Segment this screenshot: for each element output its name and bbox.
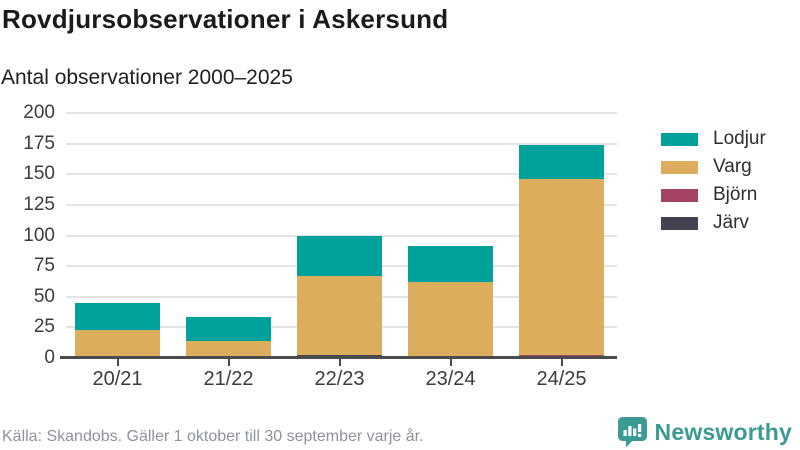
bar-24/25 xyxy=(519,145,604,357)
bar-segment-varg xyxy=(519,179,604,355)
y-tick-label: 25 xyxy=(33,316,55,338)
y-tick-label: 200 xyxy=(23,102,55,123)
bar-segment-björn xyxy=(519,354,604,357)
bar-segment-varg xyxy=(297,276,382,355)
gridline xyxy=(66,234,617,237)
legend-swatch xyxy=(661,216,698,230)
legend-label: Lodjur xyxy=(713,128,766,149)
y-tick-label: 125 xyxy=(23,193,55,215)
legend-label: Varg xyxy=(713,156,752,177)
legend-swatch xyxy=(661,160,698,174)
legend-swatch xyxy=(661,132,698,146)
bar-segment-varg xyxy=(186,341,271,356)
source-note: Källa: Skandobs. Gäller 1 oktober till 3… xyxy=(2,428,424,445)
y-tick-label: 100 xyxy=(23,224,55,246)
y-axis: 0 25 50 75 100 125 150 175 200 xyxy=(0,102,55,368)
bar-segment-lodjur xyxy=(408,245,493,283)
y-tick-label: 75 xyxy=(33,255,55,277)
bar-segment-varg xyxy=(408,282,493,357)
legend-item-järv: Järv xyxy=(661,212,766,233)
y-tick-label: 50 xyxy=(33,285,55,307)
gridline xyxy=(66,203,617,206)
bar-21/22 xyxy=(186,316,271,357)
bar-23/24 xyxy=(408,245,493,357)
chart-subtitle: Antal observationer 2000–2025 xyxy=(1,66,293,89)
x-tick-label: 22/23 xyxy=(314,368,365,390)
x-tick-label: 24/25 xyxy=(536,368,587,390)
bar-segment-lodjur xyxy=(519,145,604,180)
x-tick xyxy=(338,359,341,366)
gridline xyxy=(66,112,617,114)
x-axis-line xyxy=(60,356,617,359)
bar-20/21 xyxy=(75,303,160,357)
bar-22/23 xyxy=(297,235,382,357)
x-tick xyxy=(227,359,230,366)
x-tick xyxy=(560,359,563,366)
bar-segment-varg xyxy=(75,330,160,357)
x-tick-label: 23/24 xyxy=(425,368,476,390)
newsworthy-icon xyxy=(617,416,648,448)
bar-segment-lodjur xyxy=(297,235,382,277)
plot-area xyxy=(60,112,617,359)
x-axis: 20/21 21/22 22/23 23/24 24/25 xyxy=(62,358,617,398)
x-tick-label: 20/21 xyxy=(92,368,143,390)
legend: Lodjur Varg Björn Järv xyxy=(661,128,766,233)
newsworthy-wordmark: Newsworthy xyxy=(654,418,792,445)
legend-swatch xyxy=(661,188,698,202)
y-tick-label: 150 xyxy=(23,163,55,185)
chart-title: Rovdjursobservationer i Askersund xyxy=(2,4,449,34)
newsworthy-logo[interactable]: Newsworthy xyxy=(617,416,792,448)
bar-segment-lodjur xyxy=(75,303,160,331)
x-tick xyxy=(116,359,119,366)
legend-item-lodjur: Lodjur xyxy=(661,128,766,149)
gridline xyxy=(66,173,617,176)
legend-item-varg: Varg xyxy=(661,156,766,177)
x-tick-label: 21/22 xyxy=(203,368,254,390)
legend-label: Björn xyxy=(713,184,758,205)
gridline xyxy=(66,142,617,145)
y-tick-label: 0 xyxy=(44,347,55,368)
legend-label: Järv xyxy=(713,212,749,233)
y-tick-label: 175 xyxy=(23,132,55,154)
bar-segment-järv xyxy=(297,354,382,357)
bar-segment-lodjur xyxy=(186,316,271,342)
x-tick xyxy=(449,359,452,366)
legend-item-björn: Björn xyxy=(661,184,766,205)
